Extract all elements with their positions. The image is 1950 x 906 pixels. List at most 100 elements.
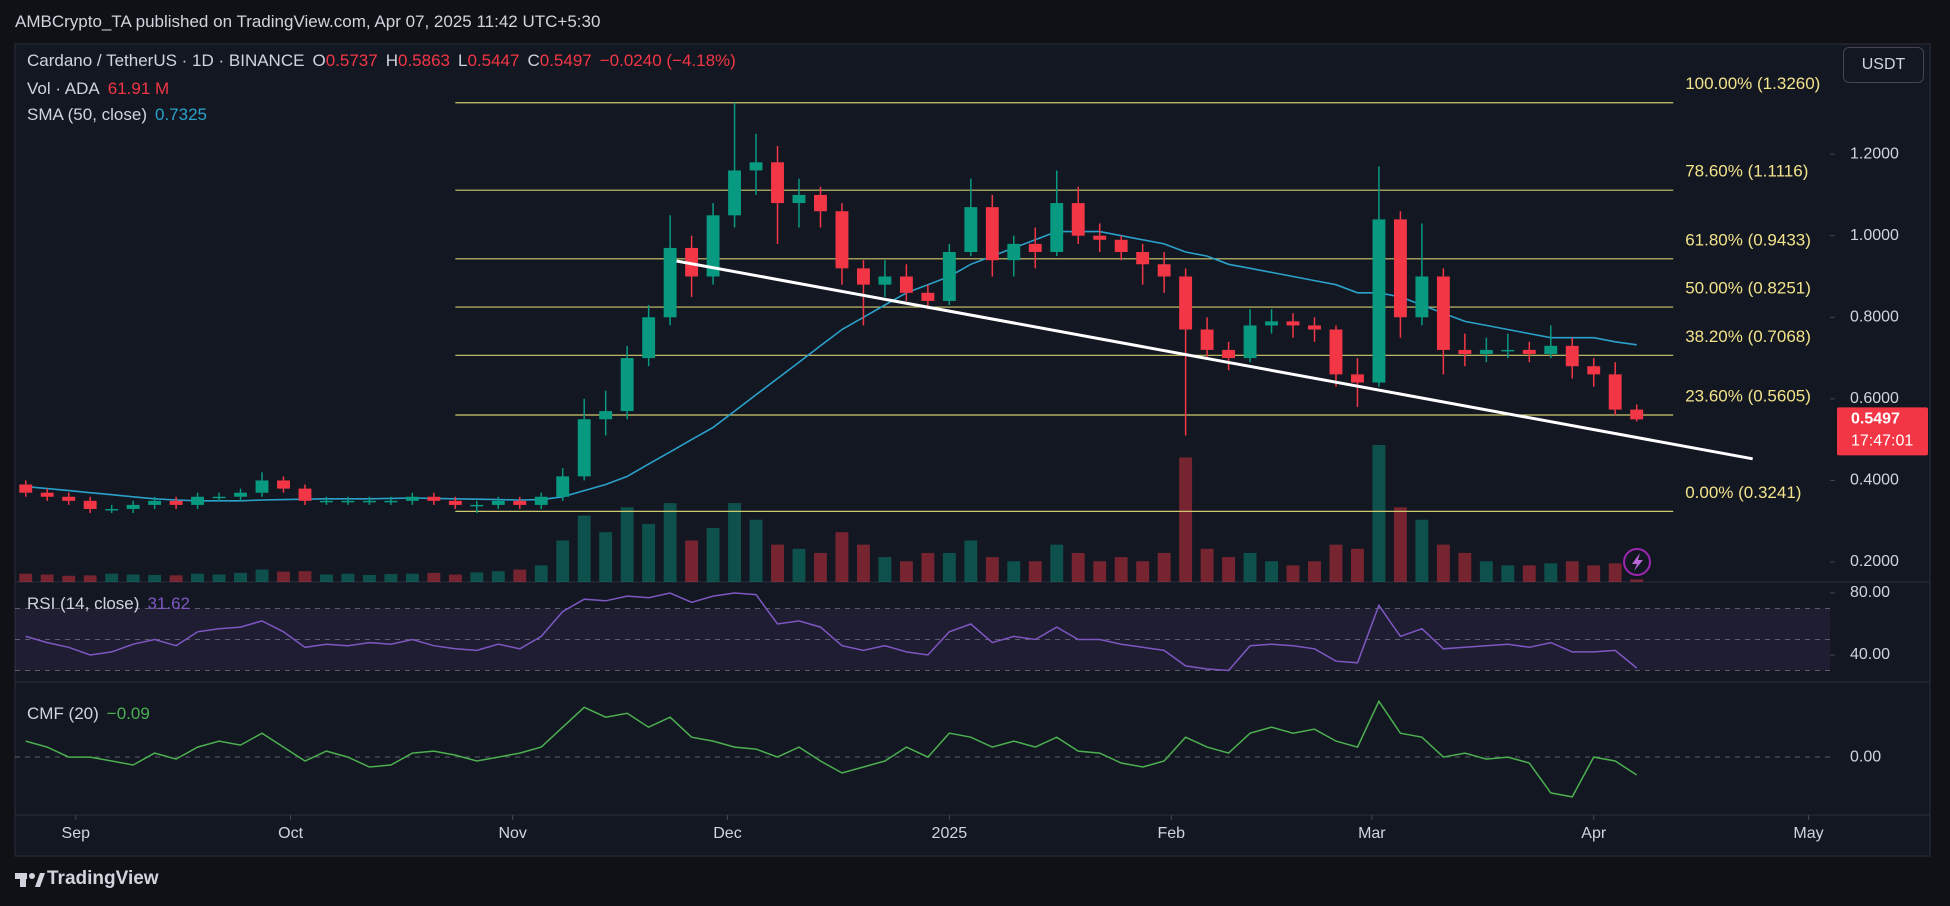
candle-body [427, 496, 441, 501]
candle-body [148, 500, 162, 505]
candle-body [1479, 349, 1493, 354]
volume-bar [706, 528, 720, 582]
fib-label: 23.60% (0.5605) [1685, 386, 1811, 405]
volume-bar [1544, 563, 1558, 582]
x-tick-label: Oct [278, 825, 303, 842]
candle-body [513, 500, 527, 505]
volume-bar [1200, 548, 1214, 582]
volume-bar [1308, 561, 1321, 582]
volume-bar [384, 574, 398, 582]
volume-bar [1630, 579, 1644, 582]
candle-body [620, 358, 634, 412]
candle-body [1157, 264, 1171, 277]
candle-body [491, 500, 505, 505]
volume-bar [470, 572, 484, 582]
candle-body [771, 162, 784, 204]
cmf-value: −0.09 [106, 704, 150, 723]
sma-value: 0.7325 [155, 105, 207, 124]
volume-bar [964, 540, 978, 582]
volume-bar [1522, 565, 1536, 582]
candle-body [1372, 219, 1386, 383]
candle-body [234, 492, 247, 497]
last-price-label: 0.5497 [1851, 411, 1900, 428]
candle-body [814, 194, 827, 212]
candle-body [362, 500, 376, 503]
candle-body [1179, 276, 1193, 330]
candle-body [1630, 409, 1644, 420]
volume-bar [749, 519, 763, 582]
y-tick-label: 1.2000 [1850, 145, 1899, 162]
ohlc-label: H [385, 51, 398, 70]
y-tick-label: 0.4000 [1850, 472, 1899, 489]
bolt-icon [1632, 553, 1643, 571]
rsi-tick-label: 40.00 [1850, 646, 1890, 663]
candle-body [1028, 243, 1042, 253]
symbol-legend: Cardano / TetherUS · 1D · BINANCE O0.573… [27, 51, 736, 71]
candle-body [1265, 321, 1278, 326]
candle-body [1522, 349, 1536, 354]
fib-label: 61.80% (0.9433) [1685, 230, 1811, 249]
candle-body [964, 207, 978, 253]
currency-button[interactable]: USDT [1843, 47, 1924, 83]
chart-panel [14, 43, 1931, 857]
ohlc-value: 0.5737 [325, 51, 378, 70]
candle-body [1200, 329, 1214, 350]
y-tick-label: 0.8000 [1850, 309, 1899, 326]
volume-bar [921, 552, 935, 582]
candle-body [1050, 203, 1064, 253]
candle-body [642, 317, 656, 359]
volume-bar [985, 557, 999, 582]
volume-bar [1608, 563, 1622, 582]
cmf-line [25, 699, 1638, 798]
candle-body [663, 247, 677, 318]
ohlc-item: C0.5497 [527, 51, 591, 71]
volume-name: Vol · ADA [27, 79, 100, 98]
volume-bar [1093, 561, 1107, 582]
candle-body [1136, 252, 1150, 265]
volume-bar [1372, 445, 1386, 582]
candle-body [83, 500, 97, 509]
ohlc-value: 0.5497 [539, 51, 592, 70]
candle-body [1544, 345, 1558, 354]
x-tick-label: Feb [1157, 825, 1185, 842]
candle-body [921, 292, 935, 301]
cmf-legend: CMF (20) −0.09 [27, 704, 150, 724]
x-tick-label: Dec [713, 825, 741, 842]
candle-body [1222, 349, 1236, 359]
x-tick-label: Sep [62, 825, 91, 842]
candle-body [1587, 366, 1601, 375]
brand: TradingView [47, 868, 159, 889]
candle-body [1458, 349, 1472, 354]
volume-bar [83, 575, 97, 582]
alert-icon[interactable] [1623, 548, 1651, 576]
y-tick-label: 0.2000 [1850, 553, 1899, 570]
volume-bar [1286, 565, 1300, 582]
volume-bar [1351, 548, 1364, 582]
candle-body [169, 500, 183, 505]
candle-body [320, 500, 333, 503]
candle-body [985, 207, 999, 261]
sma-line [25, 230, 1637, 502]
logo-part [29, 873, 35, 879]
rsi-name: RSI (14, close) [27, 594, 140, 613]
volume-bar [169, 575, 183, 582]
candle-body [1071, 203, 1085, 236]
candle-body [1436, 276, 1450, 350]
volume-bar [663, 503, 677, 582]
candle-body [105, 508, 119, 511]
candle-body [1565, 345, 1579, 367]
candle-body [62, 496, 76, 501]
candle-body [1415, 276, 1429, 318]
volume-bar [234, 572, 247, 582]
candle-body [1114, 239, 1128, 253]
volume-bar [1114, 557, 1128, 582]
ohlc-label: O [312, 51, 326, 70]
volume-bar [728, 503, 741, 582]
volume-bar [1179, 457, 1193, 582]
trendline [676, 259, 1753, 461]
volume-bar [1565, 561, 1579, 582]
volume-bar [126, 574, 140, 582]
candle-body [191, 496, 205, 505]
volume-bar [1436, 544, 1450, 582]
